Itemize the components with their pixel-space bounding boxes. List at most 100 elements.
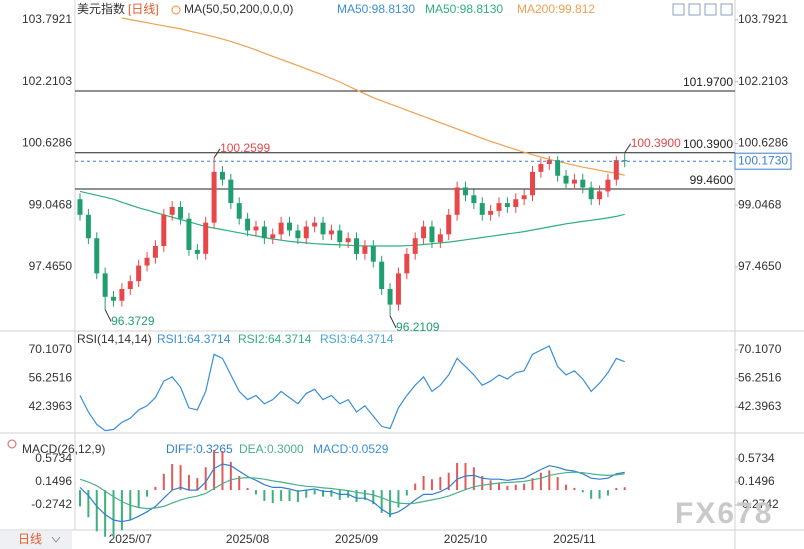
macd-bar — [447, 472, 450, 491]
settings-icon[interactable] — [7, 439, 17, 449]
candle-body — [94, 238, 100, 274]
legend-entry: MA50:98.8130 — [337, 2, 415, 16]
macd-bar — [414, 483, 417, 491]
macd-bar — [372, 490, 375, 505]
macd-bar — [439, 477, 442, 491]
y-tick-label: 0.5734 — [738, 451, 775, 465]
macd-bar — [87, 490, 90, 518]
macd-bar — [623, 487, 626, 491]
macd-bar — [481, 475, 484, 491]
candle-body — [136, 265, 142, 282]
last-price-tag — [734, 152, 792, 170]
macd-bar — [162, 473, 165, 491]
macd-bar — [330, 490, 333, 497]
candle-body — [219, 171, 225, 180]
y-tick-label: 0.1496 — [35, 474, 72, 488]
candle-body — [521, 195, 527, 200]
candle-body — [312, 222, 318, 227]
candle-body — [295, 230, 301, 239]
legend-entry: MA200:99.812 — [517, 2, 595, 16]
macd-bar — [489, 480, 492, 491]
last-price-label: 100.1730 — [738, 153, 788, 167]
macd-bar — [615, 487, 618, 491]
period-footer[interactable]: 日线 — [18, 532, 42, 546]
macd-bar — [556, 477, 559, 491]
watermark: FX678 — [675, 497, 773, 530]
macd-bar — [565, 484, 568, 491]
candle-body — [571, 179, 577, 184]
macd-bar — [221, 451, 224, 491]
macd-bar — [581, 490, 584, 493]
macd-bar — [606, 490, 609, 496]
legend-entry: RSI3:64.3714 — [320, 332, 394, 346]
candle-body — [546, 160, 552, 165]
annotation-pointer — [624, 143, 632, 154]
y-tick-label: -0.2742 — [31, 497, 72, 511]
macd-bar — [296, 490, 299, 503]
candle-body — [85, 214, 91, 239]
candle-body — [471, 195, 477, 204]
candle-body — [354, 238, 360, 254]
indicator-label[interactable]: MA(50,50,200,0,0,0) — [184, 2, 293, 16]
candle-body — [102, 273, 108, 297]
candle-body — [362, 246, 368, 254]
x-tick-label: 2025/11 — [553, 532, 596, 546]
candle-body — [622, 160, 628, 162]
period-button[interactable] — [0, 531, 72, 549]
period-label[interactable]: [日线] — [128, 2, 159, 16]
tool-button[interactable] — [672, 3, 685, 16]
macd-bar — [389, 490, 392, 518]
y-tick-label: 103.7921 — [22, 12, 72, 26]
x-tick-label: 2025/09 — [335, 532, 379, 546]
candle-body — [278, 222, 284, 235]
candle-body — [203, 222, 209, 254]
legend-entry: MA50:98.8130 — [425, 2, 503, 16]
candle-body — [270, 234, 276, 239]
indicator-line — [79, 471, 625, 510]
indicator-line — [79, 463, 625, 523]
candle-body — [186, 218, 192, 250]
candle-body — [588, 187, 594, 200]
y-tick-label: 42.3963 — [738, 399, 782, 413]
macd-bar — [288, 490, 291, 501]
indicator-line — [79, 190, 625, 247]
y-tick-label: 102.2103 — [738, 74, 788, 88]
macd-bar — [430, 479, 433, 491]
x-tick-label: 2025/07 — [109, 532, 153, 546]
legend-entry: MACD:0.0529 — [313, 442, 389, 456]
candle-body — [152, 246, 158, 258]
candle-body — [320, 222, 326, 235]
macd-bar — [171, 464, 174, 491]
y-tick-label: 100.6286 — [22, 136, 72, 150]
macd-bar — [137, 490, 140, 508]
level-label: 101.9700 — [683, 75, 733, 89]
candle-body — [328, 230, 334, 235]
panel-title: MACD(26,12,9) — [22, 442, 105, 456]
candle-body — [303, 226, 309, 239]
candle-body — [253, 226, 259, 231]
annotation-label: 96.3729 — [111, 314, 155, 328]
add-icon[interactable] — [171, 5, 181, 15]
indicator-line — [121, 17, 625, 176]
macd-bar — [322, 490, 325, 497]
candle-body — [613, 160, 619, 180]
candle-body — [111, 296, 117, 301]
candle-body — [404, 253, 410, 274]
tool-button[interactable] — [704, 3, 717, 16]
tool-button[interactable] — [720, 3, 733, 16]
x-tick-label: 2025/10 — [444, 532, 488, 546]
tool-button[interactable] — [688, 3, 701, 16]
macd-bar — [196, 478, 199, 491]
macd-bar — [154, 486, 157, 491]
legend-entry: DIFF:0.3265 — [166, 442, 233, 456]
macd-bar — [187, 474, 190, 491]
y-tick-label: 103.7921 — [738, 12, 788, 26]
level-label: 99.4600 — [690, 173, 734, 187]
candle-body — [437, 234, 443, 243]
candle-body — [236, 203, 242, 219]
macd-bar — [422, 475, 425, 491]
macd-bar — [179, 465, 182, 491]
y-tick-label: 99.0468 — [29, 197, 73, 211]
candle-body — [77, 199, 83, 215]
